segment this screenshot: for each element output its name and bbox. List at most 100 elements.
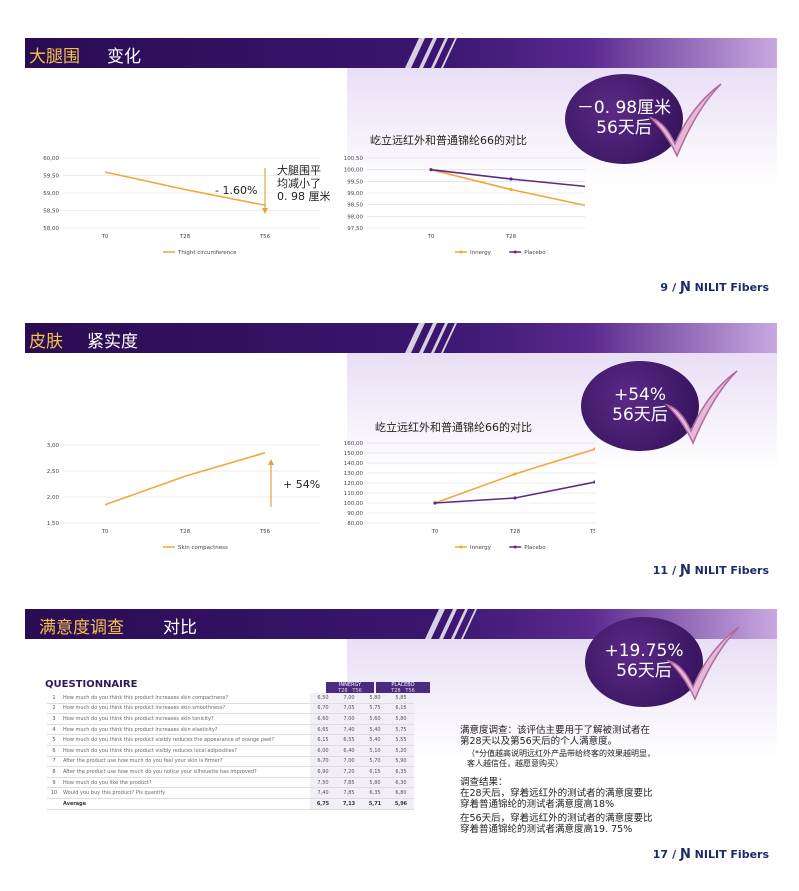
- y-tick-label: 98,00: [347, 214, 363, 220]
- placebo-t56: 5,55: [388, 734, 414, 746]
- checkmark-icon: [666, 626, 740, 701]
- series-line: [430, 168, 585, 188]
- data-point: [513, 472, 517, 476]
- legend-marker: [513, 250, 517, 254]
- questionnaire-title: QUESTIONNAIRE: [45, 679, 138, 690]
- y-tick-label: 59,00: [43, 191, 59, 197]
- placebo-t28: 5,40: [362, 734, 388, 746]
- footer: 9/ Ɲ NILIT Fibers: [660, 280, 769, 294]
- note-line: 0. 98 厘米: [277, 190, 331, 203]
- innergy-t28: 6,70: [310, 703, 336, 715]
- slide-satisfaction: 满意度调查 对比 +19.75% 56天后 QUESTIONNAIRE INNE…: [25, 609, 777, 866]
- data-point: [429, 168, 433, 172]
- result-badge: +54% 56天后: [581, 361, 699, 451]
- placebo-t28: 5,40: [362, 724, 388, 736]
- slide-thigh: 大腿围 变化 －0. 98厘米 56天后 屹立远红外和普通锦纶66的对比 58,…: [25, 38, 777, 294]
- x-tick-label: T56: [589, 529, 595, 535]
- x-tick-label: T28: [179, 529, 191, 535]
- table-row: 10 Would you buy this product? Pls quanti…: [47, 787, 414, 799]
- t56-label: T56: [352, 688, 362, 694]
- chart-title: 屹立远红外和普通锦纶66的对比: [370, 134, 527, 147]
- question-text: How much do you like the product?: [61, 777, 310, 789]
- badge-value: －0. 98厘米: [576, 98, 672, 118]
- placebo-header: PLACEBO T28 T56: [376, 682, 430, 694]
- y-tick-label: 100,00: [344, 501, 364, 507]
- y-tick-label: 98,50: [347, 203, 363, 209]
- placebo-label: PLACEBO: [391, 682, 415, 688]
- legend-label: Innergy: [470, 545, 492, 550]
- survey-description: 满意度调查：该评估主要用于了解被测试者在 第28天以及第56天后的个人满意度。: [460, 725, 650, 747]
- down-arrow-icon: [262, 168, 268, 214]
- x-tick-label: T28: [509, 529, 521, 535]
- innergy-t28: 6,90: [310, 766, 336, 778]
- placebo-t56: 5,96: [388, 798, 414, 810]
- checkmark-icon: [664, 370, 738, 445]
- x-tick-label: T28: [179, 234, 191, 240]
- y-tick-label: 2,50: [47, 469, 60, 475]
- nilit-logo-icon: Ɲ: [679, 563, 691, 578]
- x-tick-label: T0: [101, 234, 109, 240]
- y-tick-label: 160,00: [344, 441, 364, 447]
- legend-marker: [459, 545, 463, 549]
- survey-result-56: 在56天后，穿着远红外的测试者的满意度要比 穿着普通锦纶的测试者满意度高19. …: [460, 813, 653, 835]
- series-line: [434, 481, 595, 504]
- legend-label: Skin compactness: [178, 545, 228, 550]
- y-tick-label: 100,00: [344, 168, 364, 174]
- placebo-t56: 6,35: [388, 766, 414, 778]
- question-text: After the product use how much do you fe…: [61, 756, 310, 768]
- innergy-label: INNERGY: [338, 682, 362, 688]
- badge-days: 56天后: [612, 405, 668, 425]
- page-number: 9: [660, 281, 669, 294]
- placebo-t56: 5,90: [388, 756, 414, 768]
- innergy-t28: 6,70: [310, 756, 336, 768]
- row-number: 5: [47, 734, 61, 746]
- innergy-t56: 7,20: [336, 766, 362, 778]
- innergy-t56: 6,40: [336, 745, 362, 757]
- innergy-t56: 7,05: [336, 703, 362, 715]
- innergy-t56: 7,00: [336, 713, 362, 725]
- question-text: How much do you think this product incre…: [61, 713, 310, 725]
- placebo-t28: 5,10: [362, 745, 388, 757]
- text-line: 满意度调查：该评估主要用于了解被测试者在: [460, 725, 651, 736]
- innergy-t56: 7,40: [336, 724, 362, 736]
- series-line: [104, 171, 266, 207]
- brand-name: NILIT Fibers: [694, 281, 769, 294]
- nilit-logo-icon: Ɲ: [679, 847, 691, 862]
- innergy-t28: 6,00: [310, 745, 336, 757]
- x-tick-label: T56: [259, 234, 271, 240]
- innergy-t56: 7,85: [336, 777, 362, 789]
- placebo-t28: 5,80: [362, 777, 388, 789]
- text-line: 调查结果：: [460, 777, 508, 788]
- y-tick-label: 58,00: [43, 226, 59, 232]
- note-line: 均减小了: [277, 177, 321, 190]
- table-row: 3 How much do you think this product incr…: [47, 713, 414, 725]
- innergy-t56: 7,00: [336, 693, 362, 704]
- placebo-t56: 6,30: [388, 777, 414, 789]
- innergy-t28: 7,50: [310, 777, 336, 789]
- t56-label: T56: [405, 688, 415, 694]
- chart-skin: 1,50 2,00 2,50 3,00 T0 T28 T56 Skin compactness: [47, 443, 320, 550]
- row-number: 1: [47, 693, 61, 704]
- annotation-pct: + 54%: [283, 478, 321, 491]
- table-row: 7 After the product use how much do you f…: [47, 756, 414, 768]
- legend-label: Placebo: [524, 250, 546, 256]
- y-tick-label: 130,00: [344, 471, 364, 477]
- series-line: [430, 168, 585, 207]
- row-number: 2: [47, 703, 61, 715]
- row-number: [47, 798, 61, 810]
- slide-title: 满意度调查: [39, 618, 124, 638]
- y-tick-label: 110,00: [344, 491, 364, 497]
- table-row: 6 How much do you think this product visi…: [47, 745, 414, 757]
- y-tick-label: 2,00: [47, 495, 60, 501]
- placebo-t56: 5,20: [388, 745, 414, 757]
- y-tick-label: 99,50: [347, 179, 363, 185]
- question-text: How much do you think this product incre…: [61, 693, 310, 704]
- data-point: [509, 187, 513, 192]
- survey-result-28: 调查结果： 在28天后，穿着远红外的测试者的满意度要比 穿着普通锦纶的测试者满意…: [460, 777, 653, 810]
- data-point: [509, 177, 513, 181]
- y-tick-label: 99,00: [347, 191, 363, 197]
- innergy-t28: 6,50: [310, 693, 336, 704]
- questionnaire-table: 1 How much do you think this product incr…: [47, 693, 414, 810]
- placebo-t28: 6,15: [362, 766, 388, 778]
- question-text: How much do you think this product incre…: [61, 724, 310, 736]
